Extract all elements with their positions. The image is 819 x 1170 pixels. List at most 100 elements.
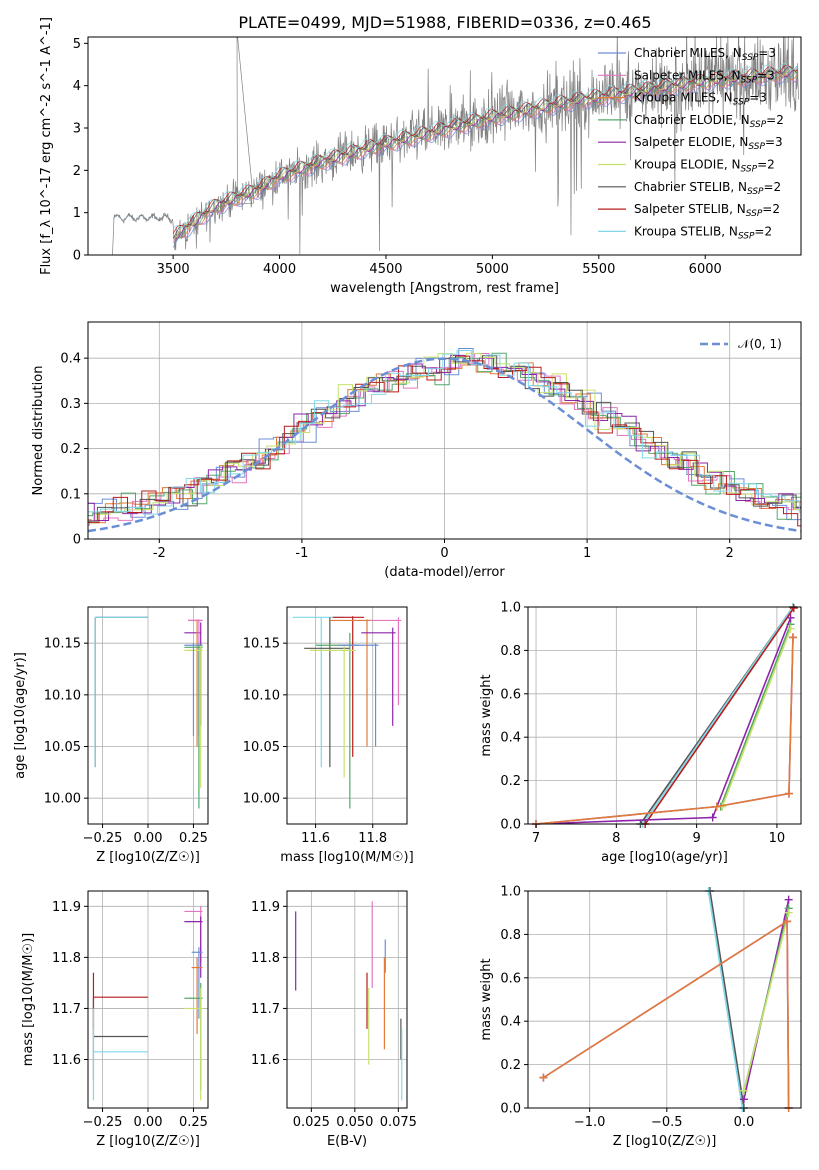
- legend-label-text: Salpeter STELIB, N: [634, 202, 746, 216]
- model-line: [172, 63, 798, 230]
- y-tick-label: 10.15: [44, 637, 81, 652]
- y-tick-label: 2: [73, 164, 81, 179]
- axes-frame: [527, 890, 802, 1109]
- model-line: [172, 74, 798, 244]
- legend-label-text: Chabrier MILES, N: [634, 46, 742, 60]
- legend-label: Chabrier ELODIE, NSSP=2: [634, 113, 784, 130]
- series-line: [642, 606, 794, 825]
- legend-label: Chabrier STELIB, NSSP=2: [634, 180, 781, 197]
- y-tick-label: 5: [73, 37, 81, 52]
- y-tick-label: 4: [73, 79, 81, 94]
- x-axis-label: Z [log10(Z/Z☉)]: [613, 1134, 717, 1149]
- y-tick-label: 0.3: [60, 397, 81, 412]
- legend-label-suffix: =3: [749, 91, 767, 105]
- model-line: [172, 76, 798, 248]
- series-marker: [708, 813, 717, 822]
- legend-label-sub: SSP: [750, 120, 767, 130]
- legend-label-text: Chabrier STELIB, N: [634, 180, 747, 194]
- y-tick-label: 11.6: [52, 1053, 81, 1068]
- legend-label: Kroupa ELODIE, NSSP=2: [634, 158, 775, 175]
- x-axis-label: (data-model)/error: [384, 565, 505, 580]
- spectrum-panel: 3500 4000 4500 5000 5500 6000 0 1 2 3 4 5 wavelength…: [39, 17, 802, 296]
- x-tick-label: 0: [440, 546, 448, 561]
- y-tick-label: 1.0: [500, 885, 521, 900]
- y-axis-label: mass [log10(M/M☉)]: [21, 933, 36, 1066]
- histogram-line: [88, 355, 801, 522]
- age-vs-metallicity-panel: −0.25 0.00 0.25 10.00 10.05 10.10 10.15 Z [log1…: [13, 606, 209, 865]
- x-tick-label: 0.25: [179, 831, 208, 846]
- legend-label-suffix: =3: [758, 46, 776, 60]
- y-tick-label: 0.4: [60, 352, 81, 367]
- x-tick-label: −1.0: [574, 1115, 606, 1130]
- x-tick-label: 5500: [582, 262, 615, 277]
- x-tick-label: 0.025: [293, 1115, 330, 1130]
- x-tick-label: 0.00: [134, 831, 163, 846]
- x-tick-label: 9: [692, 831, 700, 846]
- legend-label: Kroupa MILES, NSSP=3: [634, 91, 767, 108]
- x-tick-label: 0.25: [179, 1115, 208, 1130]
- series-marker: [786, 624, 795, 633]
- histogram-line: [88, 354, 801, 521]
- legend-label: Salpeter STELIB, NSSP=2: [634, 202, 780, 219]
- legend-label: Chabrier MILES, NSSP=3: [634, 46, 776, 63]
- legend-label-suffix: =2: [764, 180, 782, 194]
- y-tick-label: 0.0: [500, 1102, 521, 1117]
- legend-label: Kroupa STELIB, NSSP=2: [634, 224, 772, 241]
- y-axis-label: mass weight: [479, 958, 494, 1040]
- x-axis-label: mass [log10(M/M☉)]: [280, 850, 413, 865]
- y-tick-label: 0.2: [500, 774, 521, 789]
- histogram-line: [88, 355, 801, 527]
- y-axis-label: age [log10(age/yr)]: [13, 652, 28, 779]
- x-tick-label: 8: [612, 831, 620, 846]
- y-tick-label: 0: [73, 249, 81, 264]
- y-tick-label: 0.4: [500, 731, 521, 746]
- mass-vs-ebv-panel: 0.025 0.050 0.075 11.6 11.7 11.8 11.9 E(B-V): [251, 890, 417, 1149]
- x-axis-label: age [log10(age/yr)]: [601, 850, 728, 865]
- series-line: [542, 919, 790, 1109]
- y-axis-label: Flux [f_λ 10^-17 erg cm^-2 s^-1 A^-1]: [39, 17, 54, 275]
- series-line: [721, 628, 792, 807]
- series-line: [743, 912, 790, 1091]
- series-marker: [539, 1073, 548, 1082]
- series-line: [535, 637, 794, 825]
- y-tick-label: 3: [73, 122, 81, 137]
- y-tick-label: 0.8: [500, 928, 521, 943]
- legend-label-sub: SSP: [748, 142, 765, 152]
- y-tick-label: 11.9: [251, 900, 280, 915]
- x-tick-label: 0.050: [336, 1115, 373, 1130]
- series-line: [542, 919, 790, 1109]
- y-tick-label: 0.2: [60, 442, 81, 457]
- x-tick-label: −0.25: [83, 831, 123, 846]
- legend-label: 𝒩(0, 1): [738, 337, 782, 351]
- y-tick-label: 1.0: [500, 601, 521, 616]
- y-axis-label: Normed distribution: [31, 366, 46, 496]
- x-axis-label: Z [log10(Z/Z☉)]: [96, 850, 200, 865]
- x-tick-label: 0.0: [734, 1115, 755, 1130]
- y-tick-label: 0.6: [500, 687, 521, 702]
- legend-label-sub: SSP: [741, 165, 758, 175]
- legend-label-suffix: =2: [754, 224, 772, 238]
- legend-label-sub: SSP: [746, 209, 763, 219]
- gaussian-curve: [88, 357, 801, 533]
- y-axis-label: mass weight: [479, 674, 494, 756]
- x-tick-label: −0.5: [651, 1115, 683, 1130]
- histogram-line: [88, 348, 801, 526]
- x-tick-label: 4000: [263, 262, 296, 277]
- mass-vs-metallicity-panel: −0.25 0.00 0.25 11.6 11.7 11.8 11.9 Z [log10(Z/…: [21, 890, 209, 1149]
- series-marker: [786, 613, 795, 622]
- series-marker: [788, 633, 797, 642]
- mass-weight-vs-age-panel: 7 8 9 10 0.0 0.2 0.4 0.6 0.8 1.0 age [log10(age/yr…: [479, 601, 802, 865]
- y-tick-label: 0.4: [500, 1015, 521, 1030]
- y-tick-label: 10.05: [44, 740, 81, 755]
- axes-frame: [527, 606, 802, 825]
- series-marker: [739, 1095, 748, 1104]
- x-axis-label: E(B-V): [327, 1134, 367, 1149]
- x-tick-label: 0.00: [134, 1115, 163, 1130]
- model-line: [172, 65, 798, 239]
- y-tick-label: 11.7: [251, 1002, 280, 1017]
- y-tick-label: 10.05: [243, 740, 280, 755]
- x-axis-label: Z [log10(Z/Z☉)]: [96, 1134, 200, 1149]
- legend-label-text: Kroupa ELODIE, N: [634, 158, 741, 172]
- histogram-line: [88, 353, 801, 526]
- x-tick-label: 2: [726, 546, 734, 561]
